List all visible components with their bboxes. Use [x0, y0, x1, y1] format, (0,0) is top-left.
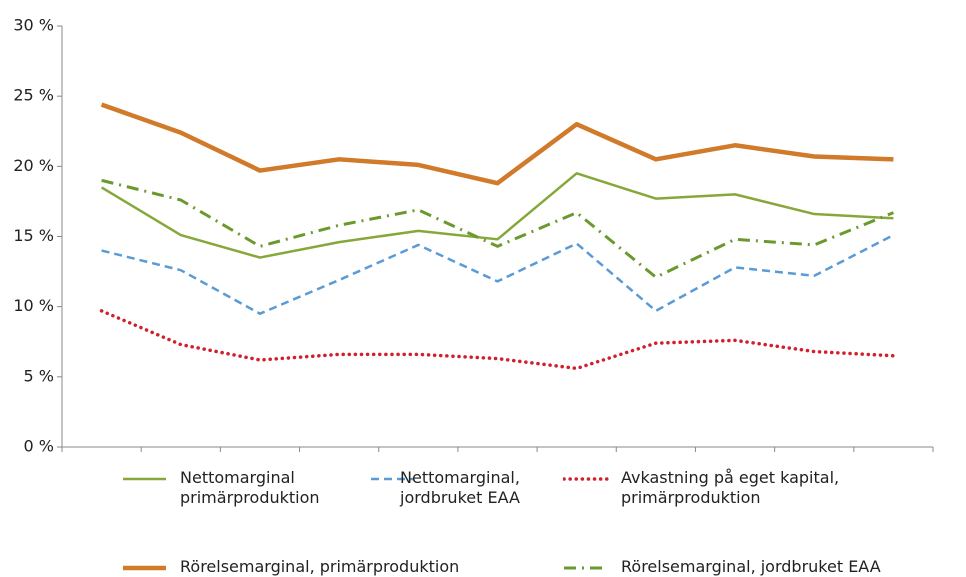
legend-label: Rörelsemarginal, jordbruket EAA: [621, 557, 881, 576]
legend-label: Nettomarginal, jordbruket EAA: [400, 468, 520, 507]
x-tick-label: 2016: [477, 457, 518, 461]
x-tick-label: 2014: [319, 457, 360, 461]
legend-label: Nettomarginal primärproduktion: [180, 468, 320, 507]
y-tick-label: 30 %: [13, 16, 54, 35]
legend-swatch: [123, 565, 166, 571]
x-tick-label: 2012: [160, 457, 201, 461]
legend-swatch: [564, 566, 607, 570]
legend-label: Rörelsemarginal, primärproduktion: [180, 557, 460, 576]
legend-label: Avkastning på eget kapital, primärproduk…: [621, 468, 840, 507]
y-tick-label: 20 %: [13, 156, 54, 175]
y-tick-label: 25 %: [13, 86, 54, 105]
series-line: [101, 233, 894, 315]
legend-swatch: [371, 477, 414, 481]
y-tick-label: 15 %: [13, 226, 54, 245]
y-tick-label: 5 %: [24, 366, 54, 385]
x-tick-label: 2017: [556, 457, 597, 461]
x-tick-label: 2013: [240, 457, 281, 461]
series-line: [101, 178, 894, 279]
series-line: [100, 102, 894, 186]
x-tick-label: 2018: [636, 457, 677, 461]
x-tick-label: 2020: [794, 457, 835, 461]
x-tick-label: 2019: [715, 457, 756, 461]
series-line: [99, 309, 896, 371]
legend-swatch: [563, 477, 609, 481]
x-tick-label: 2011: [81, 457, 122, 461]
y-tick-label: 10 %: [13, 296, 54, 315]
x-tick-label: 2015: [398, 457, 439, 461]
legend-swatch: [123, 477, 166, 481]
chart: 0 % 5 % 10 % 15 % 20 % 25 % 30 % 2011 2012 2013 20…: [13, 16, 934, 461]
x-tick-label: 2021: [873, 457, 914, 461]
y-tick-label: 0 %: [24, 437, 54, 456]
series-line: [100, 172, 894, 259]
